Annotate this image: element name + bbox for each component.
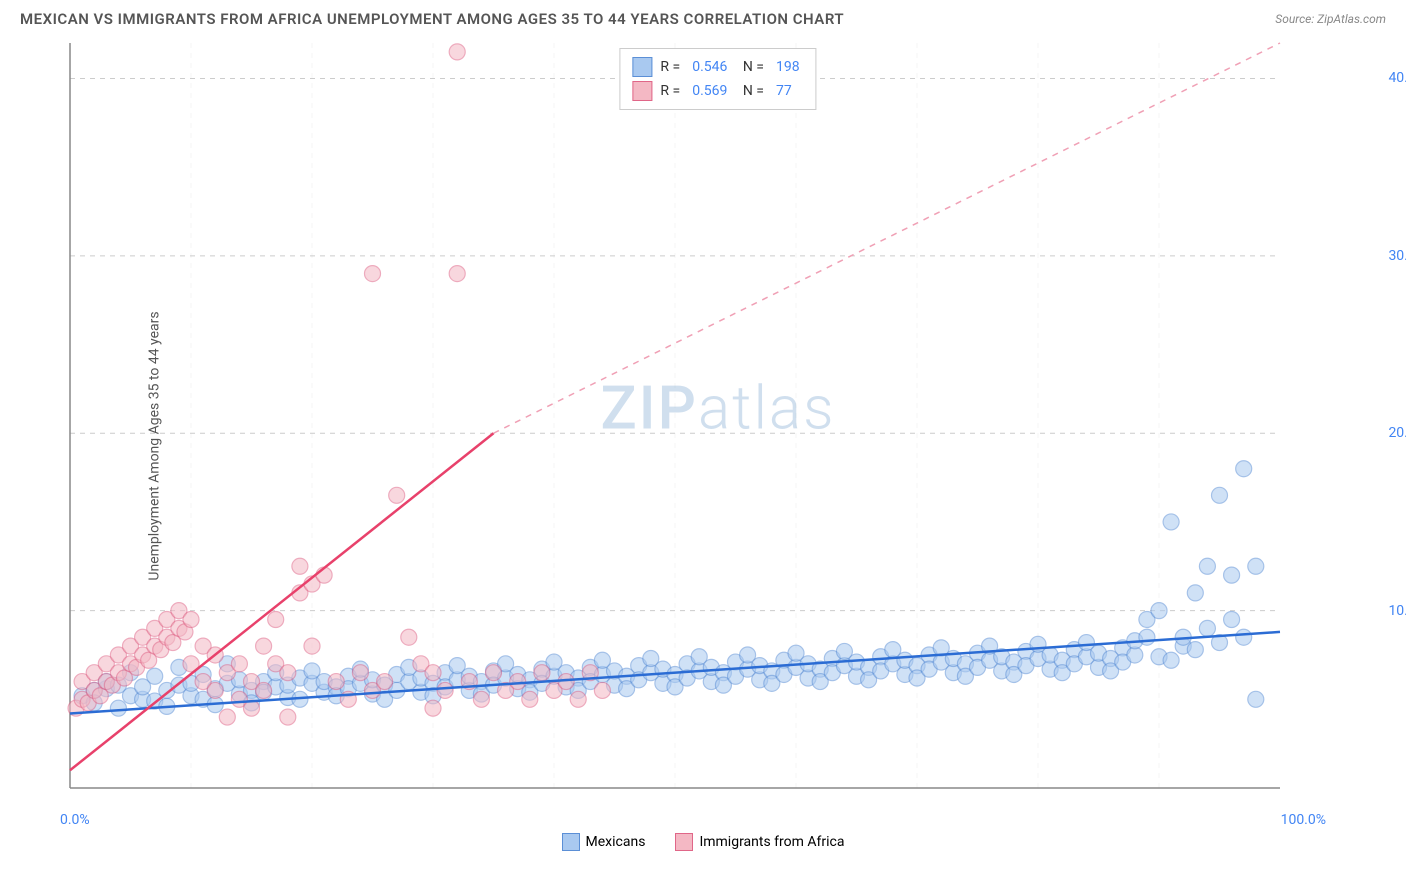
- legend-label: Mexicans: [586, 834, 646, 850]
- legend-item-mexicans: Mexicans: [562, 833, 646, 851]
- legend-n-value: 77: [776, 83, 792, 99]
- chart-container: ZIPatlas R = 0.546 N = 198 R = 0.569 N =…: [60, 38, 1376, 808]
- chart-title: MEXICAN VS IMMIGRANTS FROM AFRICA UNEMPL…: [20, 10, 844, 28]
- chart-source: Source: ZipAtlas.com: [1275, 12, 1386, 26]
- correlation-legend: R = 0.546 N = 198 R = 0.569 N = 77: [619, 48, 816, 110]
- legend-r-label: R =: [660, 83, 680, 99]
- legend-n-label: N =: [739, 83, 764, 99]
- y-tick-label: 20.0%: [1388, 425, 1406, 441]
- series-legend: Mexicans Immigrants from Africa: [0, 833, 1406, 851]
- legend-r-value: 0.569: [692, 83, 727, 99]
- x-tick-min: 0.0%: [60, 812, 90, 828]
- legend-swatch-icon: [562, 833, 580, 851]
- legend-swatch-mexicans: [632, 57, 652, 77]
- legend-swatch-icon: [675, 833, 693, 851]
- chart-header: MEXICAN VS IMMIGRANTS FROM AFRICA UNEMPL…: [0, 0, 1406, 33]
- legend-row-mexicans: R = 0.546 N = 198: [632, 55, 803, 79]
- legend-row-africa: R = 0.569 N = 77: [632, 79, 803, 103]
- x-axis-labels: 0.0% 100.0%: [60, 812, 1326, 828]
- y-tick-label: 40.0%: [1388, 70, 1406, 86]
- scatter-chart: [60, 38, 1340, 808]
- legend-label: Immigrants from Africa: [699, 834, 844, 850]
- legend-r-value: 0.546: [692, 59, 727, 75]
- x-tick-max: 100.0%: [1281, 812, 1326, 828]
- legend-r-label: R =: [660, 59, 680, 75]
- legend-n-label: N =: [739, 59, 764, 75]
- legend-swatch-africa: [632, 81, 652, 101]
- y-tick-label: 30.0%: [1388, 248, 1406, 264]
- y-tick-label: 10.0%: [1388, 603, 1406, 619]
- legend-item-africa: Immigrants from Africa: [675, 833, 844, 851]
- legend-n-value: 198: [776, 59, 800, 75]
